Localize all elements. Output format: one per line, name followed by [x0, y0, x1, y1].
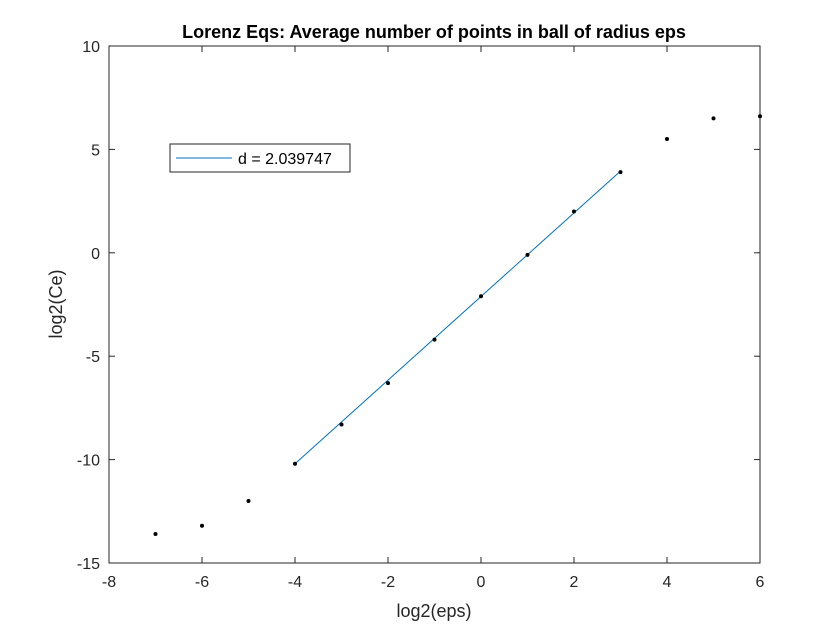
- y-tick-label: -5: [86, 349, 100, 366]
- x-tick-label: 0: [477, 574, 486, 591]
- data-point: [758, 114, 762, 119]
- data-point: [572, 209, 576, 214]
- data-point: [246, 498, 251, 503]
- series-layer: [294, 170, 621, 465]
- data-point: [711, 116, 716, 121]
- y-tick-label: -15: [77, 556, 100, 573]
- data-point: [153, 532, 158, 537]
- legend-entry-label: d = 2.039747: [238, 151, 332, 168]
- data-point: [432, 337, 437, 342]
- axes-box: [108, 45, 761, 564]
- data-point: [665, 137, 669, 142]
- data-point: [200, 523, 204, 528]
- legend: d = 2.039747: [169, 143, 351, 173]
- x-tick-label: -6: [195, 574, 209, 591]
- chart-title: Lorenz Eqs: Average number of points in …: [182, 22, 686, 42]
- y-tick-label: 0: [91, 246, 100, 263]
- x-tick-label: 6: [756, 574, 765, 591]
- x-axis-label: log2(eps): [396, 601, 471, 621]
- x-tick-label: -2: [381, 574, 395, 591]
- data-point: [339, 422, 344, 427]
- axis-ticks: -8 -6 -4 -2 0 2 4 6 -15 -10 -5 0 5 10: [77, 39, 765, 591]
- plot-area: [108, 45, 761, 564]
- data-point: [386, 381, 390, 386]
- data-point: [525, 252, 530, 257]
- y-tick-label: 10: [82, 39, 100, 56]
- points-layer: [153, 114, 762, 537]
- y-axis-label: log2(Ce): [46, 269, 66, 338]
- x-tick-label: 2: [570, 574, 579, 591]
- x-tick-label: 4: [663, 574, 672, 591]
- data-point: [293, 461, 297, 466]
- x-tick-label: -4: [288, 574, 302, 591]
- y-tick-label: 5: [91, 142, 100, 159]
- data-point: [479, 294, 483, 299]
- y-tick-label: -10: [77, 453, 100, 470]
- fit-line: [294, 170, 621, 465]
- x-tick-label: -8: [102, 574, 116, 591]
- data-point: [618, 170, 623, 175]
